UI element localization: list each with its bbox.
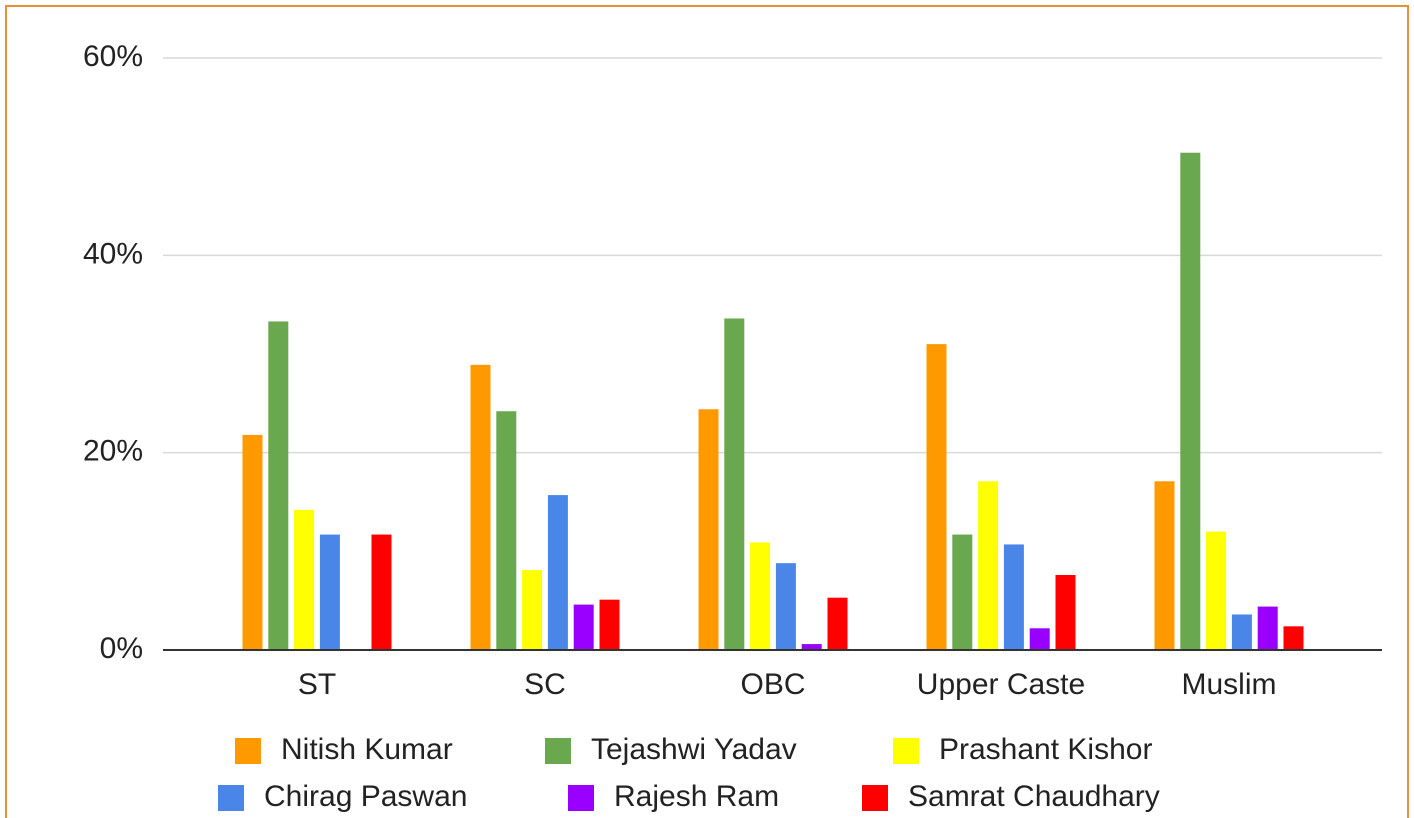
legend-swatch xyxy=(218,785,244,811)
bar xyxy=(1003,544,1024,650)
bar xyxy=(371,534,392,650)
x-tick-label: ST xyxy=(298,668,336,701)
bar xyxy=(952,534,973,650)
legend-label: Tejashwi Yadav xyxy=(591,733,797,766)
y-tick-label: 0% xyxy=(100,632,143,665)
legend-swatch xyxy=(568,785,594,811)
bar xyxy=(294,509,315,650)
bar xyxy=(827,597,848,650)
legend-label: Rajesh Ram xyxy=(614,780,779,813)
legend-label: Chirag Paswan xyxy=(264,780,467,813)
bar xyxy=(1154,481,1175,650)
bar xyxy=(801,644,822,650)
x-tick-label: SC xyxy=(524,668,566,701)
bar xyxy=(1231,614,1252,650)
legend-label: Prashant Kishor xyxy=(939,733,1152,766)
bar xyxy=(724,318,745,650)
bar xyxy=(268,321,289,650)
bar xyxy=(1257,606,1278,650)
legend-swatch xyxy=(235,738,261,764)
bar xyxy=(573,604,594,650)
frame xyxy=(5,5,1409,818)
legend-swatch xyxy=(893,738,919,764)
legend-label: Samrat Chaudhary xyxy=(908,780,1160,813)
x-tick-label: OBC xyxy=(740,668,805,701)
bar xyxy=(750,542,771,650)
bar xyxy=(1180,152,1201,650)
bar xyxy=(470,364,491,650)
bar xyxy=(522,570,543,650)
y-tick-label: 60% xyxy=(83,40,143,73)
y-tick-label: 20% xyxy=(83,435,143,468)
x-tick-label: Upper Caste xyxy=(917,668,1085,701)
legend-swatch xyxy=(545,738,571,764)
bar xyxy=(1206,531,1227,650)
bar xyxy=(978,481,999,650)
bar xyxy=(242,434,263,650)
bar xyxy=(319,534,340,650)
legend-swatch xyxy=(862,785,888,811)
bar xyxy=(1055,575,1076,650)
bar xyxy=(698,409,719,650)
y-tick-label: 40% xyxy=(83,237,143,270)
bar xyxy=(1029,628,1050,650)
bar xyxy=(1283,626,1304,650)
bar xyxy=(926,344,947,650)
legend-label: Nitish Kumar xyxy=(281,733,453,766)
bar xyxy=(547,495,568,650)
x-tick-label: Muslim xyxy=(1182,668,1277,701)
bar xyxy=(599,599,620,650)
bar xyxy=(775,563,796,650)
bar xyxy=(496,411,517,650)
